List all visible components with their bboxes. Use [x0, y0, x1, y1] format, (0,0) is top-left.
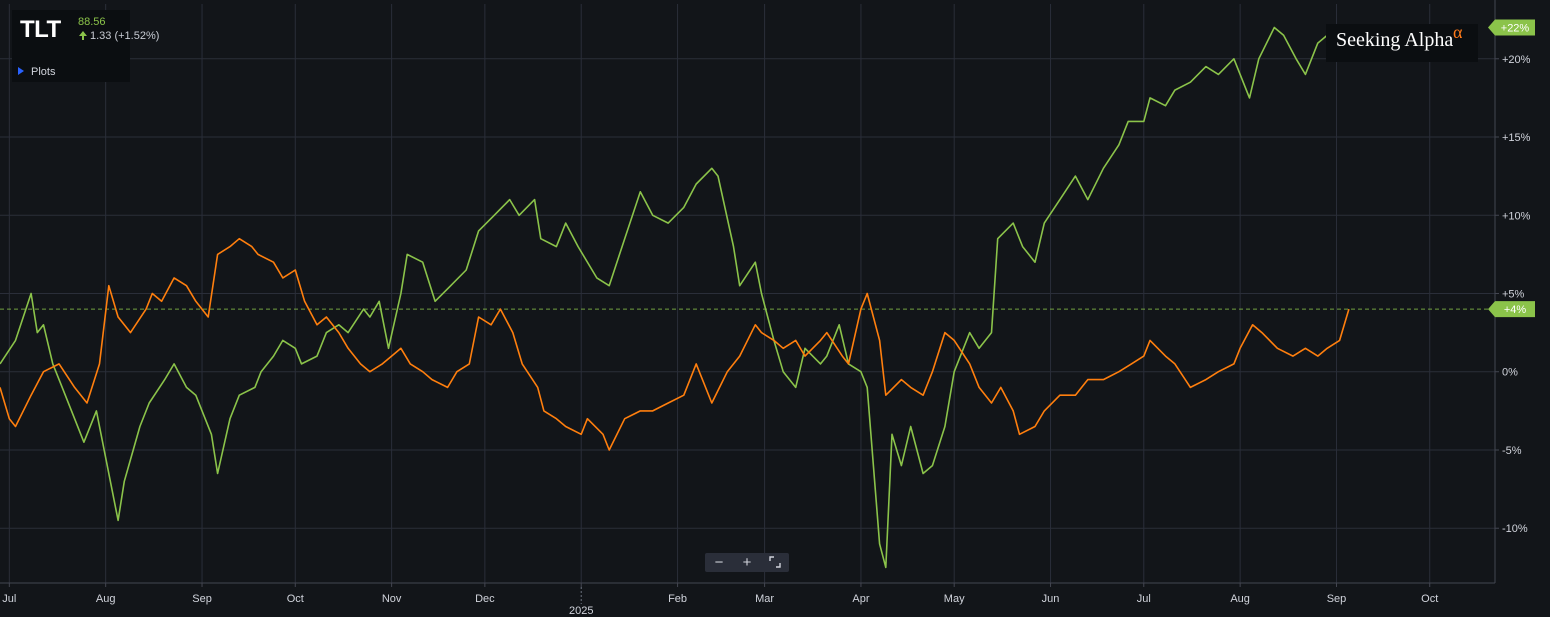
y-tick-label: -5%	[1502, 445, 1522, 457]
y-tick-label: +5%	[1502, 289, 1525, 301]
vertical-gridlines	[8, 4, 1431, 583]
y-tick-label: +15%	[1502, 132, 1531, 144]
x-tick-label: Mar	[755, 593, 774, 605]
brand-alpha-mark: α	[1453, 22, 1463, 42]
zoom-in-button[interactable]: +	[742, 554, 752, 571]
y-tick-label: -10%	[1502, 523, 1528, 535]
last-value-badge-2	[1488, 301, 1535, 318]
last-value-label-2: +4%	[1504, 304, 1527, 316]
last-value-badges: +22% +4%	[1488, 19, 1535, 318]
x-tick-label: Feb	[668, 593, 687, 605]
zoom-controls: − +	[705, 553, 789, 572]
x-tick-label: Sep	[192, 593, 212, 605]
plots-toggle[interactable]: Plots	[18, 66, 55, 78]
x-tick-label: Oct	[1421, 593, 1438, 605]
up-arrow-stem	[82, 35, 84, 40]
x-tick-label: Dec	[475, 593, 495, 605]
x-tick-label: Oct	[287, 593, 304, 605]
brand-logo	[1326, 24, 1478, 62]
ticker-symbol: TLT	[20, 16, 61, 43]
series-line-1	[0, 26, 1350, 569]
fit-screen-icon[interactable]	[763, 553, 787, 572]
horizontal-gridlines	[0, 58, 1495, 529]
series-line-2	[0, 237, 1350, 451]
x-tick-label: Aug	[96, 593, 116, 605]
zoom-out-button[interactable]: −	[714, 554, 724, 571]
fit-screen-icon-svg	[769, 556, 781, 568]
y-tick-label: +20%	[1502, 54, 1531, 66]
symbol-legend	[12, 10, 130, 82]
x-tick-label: Aug	[1230, 593, 1250, 605]
x-tick-label: Nov	[382, 593, 402, 605]
x-tick-label: Sep	[1327, 593, 1347, 605]
x-tick-label: Jul	[2, 593, 16, 605]
x-tick-label: Jul	[1137, 593, 1151, 605]
last-value-badge-1	[1488, 19, 1535, 36]
brand-name: Seeking Alpha	[1336, 29, 1454, 51]
x-tick-label: May	[944, 593, 965, 605]
last-value-label-1: +22%	[1501, 22, 1530, 34]
y-tick-label: +10%	[1502, 210, 1531, 222]
x-year-label: 2025	[569, 605, 593, 617]
y-tick-label: 0%	[1502, 367, 1518, 379]
plots-label: Plots	[31, 66, 56, 78]
x-tick-label: Jun	[1042, 593, 1060, 605]
x-axis-ticks: Jul Aug Sep Oct Nov Dec 2025 Feb Mar Apr May Jun Jul…	[2, 583, 1438, 617]
expand-triangle-icon	[18, 67, 24, 75]
y-axis-ticks: -10% -5% 0% +5% +10% +15% +20%	[1495, 54, 1531, 535]
series-layer	[0, 26, 1350, 569]
x-tick-label: Apr	[852, 593, 869, 605]
price-change: 1.33 (+1.52%)	[90, 30, 160, 42]
last-price: 88.56	[78, 16, 106, 28]
up-arrow-icon	[79, 31, 87, 36]
